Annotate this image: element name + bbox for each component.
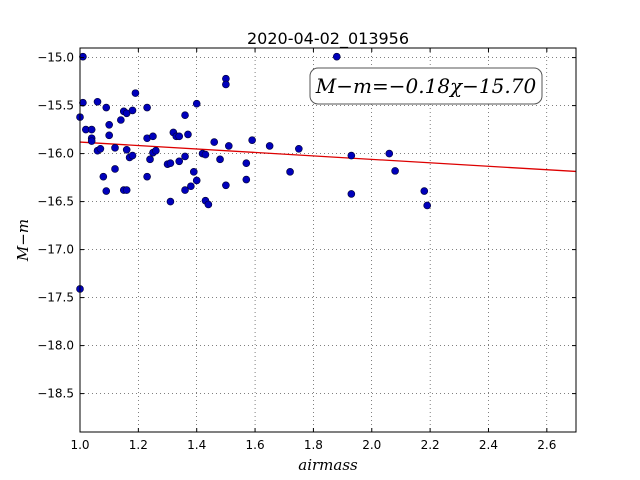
y-tick-labels: −15.0 −15.5 −16.0 −16.5 −17.0 −17.5 −18.0 −18.5: [37, 51, 74, 401]
y-tick-label: −17.0: [37, 243, 74, 257]
data-point: [201, 150, 210, 159]
data-point: [187, 182, 195, 191]
axis-ticks: [79, 48, 576, 432]
y-tick-label: −17.5: [37, 291, 74, 305]
data-point: [391, 167, 399, 175]
data-point: [87, 137, 96, 145]
data-point: [93, 97, 102, 106]
data-point: [204, 200, 213, 209]
data-points: [76, 52, 432, 293]
data-point: [131, 89, 140, 97]
y-tick-label: −18.5: [37, 387, 74, 401]
x-tick-label: 1.0: [70, 438, 89, 452]
data-point: [143, 172, 151, 181]
data-point: [105, 121, 113, 129]
data-point: [146, 155, 154, 164]
x-tick-label: 1.2: [129, 438, 148, 452]
plot-frame: [79, 47, 577, 433]
data-point: [175, 157, 183, 166]
data-point: [216, 155, 224, 164]
data-point: [222, 181, 230, 190]
data-point: [111, 165, 119, 173]
data-point: [181, 152, 189, 161]
x-tick-label: 2.2: [421, 438, 440, 452]
data-point: [128, 106, 137, 115]
data-point: [87, 125, 96, 134]
fit-equation-text: M−m=−0.18χ−15.70: [315, 74, 537, 98]
data-point: [347, 190, 356, 198]
data-point: [385, 149, 394, 158]
data-point: [242, 159, 251, 167]
data-point: [184, 130, 192, 139]
fit-equation-box: [309, 67, 543, 105]
data-point: [189, 168, 198, 176]
data-point: [210, 138, 219, 146]
chart-title: 2020-04-02_013956: [247, 29, 409, 49]
data-point: [192, 176, 201, 185]
data-point: [181, 111, 189, 119]
data-point: [99, 172, 108, 181]
data-point: [181, 186, 189, 194]
data-point: [143, 103, 151, 112]
fit-line-group: [79, 141, 577, 173]
data-point: [96, 145, 105, 153]
y-tick-label: −18.0: [37, 339, 74, 353]
data-point: [175, 132, 183, 141]
data-point: [79, 98, 87, 107]
data-point: [192, 99, 201, 108]
data-point: [265, 142, 274, 150]
data-point: [332, 52, 341, 61]
y-axis-label: M−m: [14, 219, 32, 262]
data-point: [347, 151, 356, 160]
data-point: [166, 159, 175, 167]
data-point: [152, 146, 160, 155]
x-tick-label: 1.8: [304, 438, 323, 452]
y-tick-label: −16.0: [37, 147, 74, 161]
data-point: [242, 175, 251, 184]
data-point: [149, 132, 157, 141]
data-point: [122, 186, 131, 194]
x-axis-label: airmass: [298, 456, 358, 474]
data-point: [420, 187, 429, 195]
data-point: [128, 151, 137, 160]
x-tick-label: 1.6: [246, 438, 265, 452]
data-point: [102, 103, 111, 112]
data-point: [122, 145, 131, 154]
data-point: [248, 136, 256, 144]
data-point: [117, 116, 125, 124]
x-tick-labels: 1.0 1.2 1.4 1.6 1.8 2.0 2.2 2.4 2.6: [70, 438, 556, 452]
x-tick-label: 2.6: [537, 438, 556, 452]
data-point: [225, 142, 233, 150]
data-point: [166, 197, 175, 206]
x-tick-label: 2.4: [479, 438, 498, 452]
y-tick-label: −16.5: [37, 195, 74, 209]
data-point: [79, 52, 87, 61]
x-tick-label: 1.4: [187, 438, 206, 452]
data-point: [295, 145, 303, 153]
data-point: [286, 168, 294, 176]
data-point: [105, 131, 113, 140]
fit-line: [79, 141, 577, 173]
y-tick-label: −15.5: [37, 99, 74, 113]
data-point: [111, 144, 119, 152]
data-point: [222, 80, 230, 89]
data-point: [102, 187, 111, 195]
y-tick-label: −15.0: [37, 51, 74, 65]
x-tick-label: 2.0: [362, 438, 381, 452]
data-point: [423, 201, 432, 210]
grid-lines: [79, 48, 576, 432]
